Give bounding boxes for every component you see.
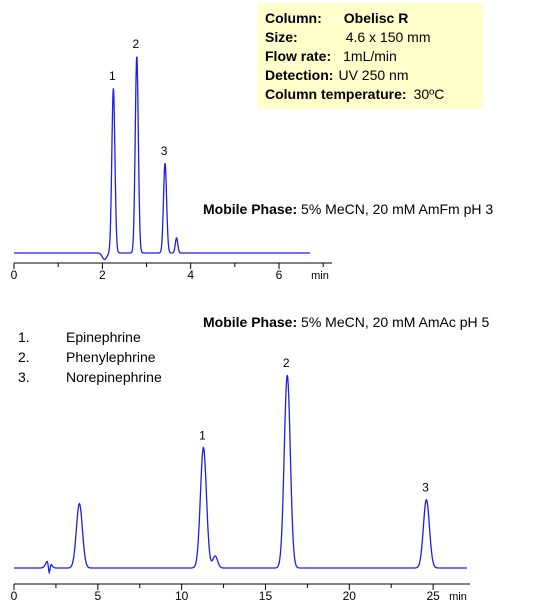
size-value: 4.6 x 150 mm: [345, 29, 431, 45]
flow-rate-label: Flow rate:: [265, 48, 332, 64]
legend-name: Norepinephrine: [66, 369, 162, 385]
column-value: Obelisc R: [343, 10, 409, 26]
legend-number: 2.: [18, 349, 30, 365]
legend-number: 3.: [18, 369, 30, 385]
peak-label: 3: [422, 481, 429, 495]
detection-value: UV 250 nm: [338, 67, 409, 83]
temperature-label: Column temperature:: [265, 86, 407, 102]
legend-item-epinephrine: 1. Epinephrine: [18, 329, 141, 345]
flow-rate-row: Flow rate: 1mL/min: [265, 48, 397, 65]
legend-item-phenylephrine: 2. Phenylephrine: [18, 349, 156, 365]
chromatogram-trace: [14, 56, 310, 261]
x-tick-label: 4: [187, 268, 194, 282]
x-tick-label: 5: [94, 589, 101, 603]
chromatogram-trace: [14, 374, 467, 575]
mobile-phase-top-label: Mobile Phase:: [203, 201, 298, 217]
peak-label: 3: [161, 144, 168, 158]
peak-label: 2: [132, 37, 139, 51]
x-tick-label: 25: [426, 589, 440, 603]
x-tick-label: 0: [11, 589, 18, 603]
detection-label: Detection:: [265, 67, 334, 83]
peak-label: 1: [199, 428, 206, 442]
detection-row: Detection: UV 250 nm: [265, 67, 409, 84]
chromatogram-top: 0 2 4 6 min 1 2 3: [11, 37, 332, 282]
mobile-phase-bottom-value: 5% MeCN, 20 mM AmAc pH 5: [301, 314, 490, 330]
temperature-value: 30ºC: [413, 86, 445, 102]
size-label: Size:: [265, 29, 298, 45]
x-tick-label: 6: [276, 268, 283, 282]
column-row: Column: Obelisc R: [265, 10, 408, 27]
x-tick-label: 2: [99, 268, 106, 282]
peak-label: 1: [109, 69, 116, 83]
mobile-phase-top-value: 5% MeCN, 20 mM AmFm pH 3: [301, 201, 494, 217]
peak-label: 2: [283, 356, 290, 370]
column-label: Column:: [265, 10, 322, 26]
legend-item-norepinephrine: 3. Norepinephrine: [18, 369, 162, 385]
mobile-phase-bottom-label: Mobile Phase:: [203, 314, 298, 330]
x-unit-label: min: [311, 270, 329, 282]
x-tick-label: 20: [343, 589, 357, 603]
mobile-phase-top: Mobile Phase: 5% MeCN, 20 mM AmFm pH 3: [203, 201, 493, 217]
legend-name: Epinephrine: [66, 329, 141, 345]
x-unit-label: min: [449, 591, 467, 603]
size-row: Size: 4.6 x 150 mm: [265, 29, 431, 46]
chromatogram-bottom: 0 5 10 15 20 25 min 1 2 3: [11, 356, 470, 603]
legend-number: 1.: [18, 329, 30, 345]
x-tick-label: 0: [11, 268, 18, 282]
x-tick-label: 15: [259, 589, 273, 603]
mobile-phase-bottom: Mobile Phase: 5% MeCN, 20 mM AmAc pH 5: [203, 314, 489, 330]
temperature-row: Column temperature: 30ºC: [265, 86, 444, 103]
flow-rate-value: 1mL/min: [343, 48, 397, 64]
x-tick-label: 10: [175, 589, 189, 603]
column-info-box: Column: Obelisc R Size: 4.6 x 150 mm Flow …: [257, 3, 483, 109]
legend-name: Phenylephrine: [66, 349, 156, 365]
